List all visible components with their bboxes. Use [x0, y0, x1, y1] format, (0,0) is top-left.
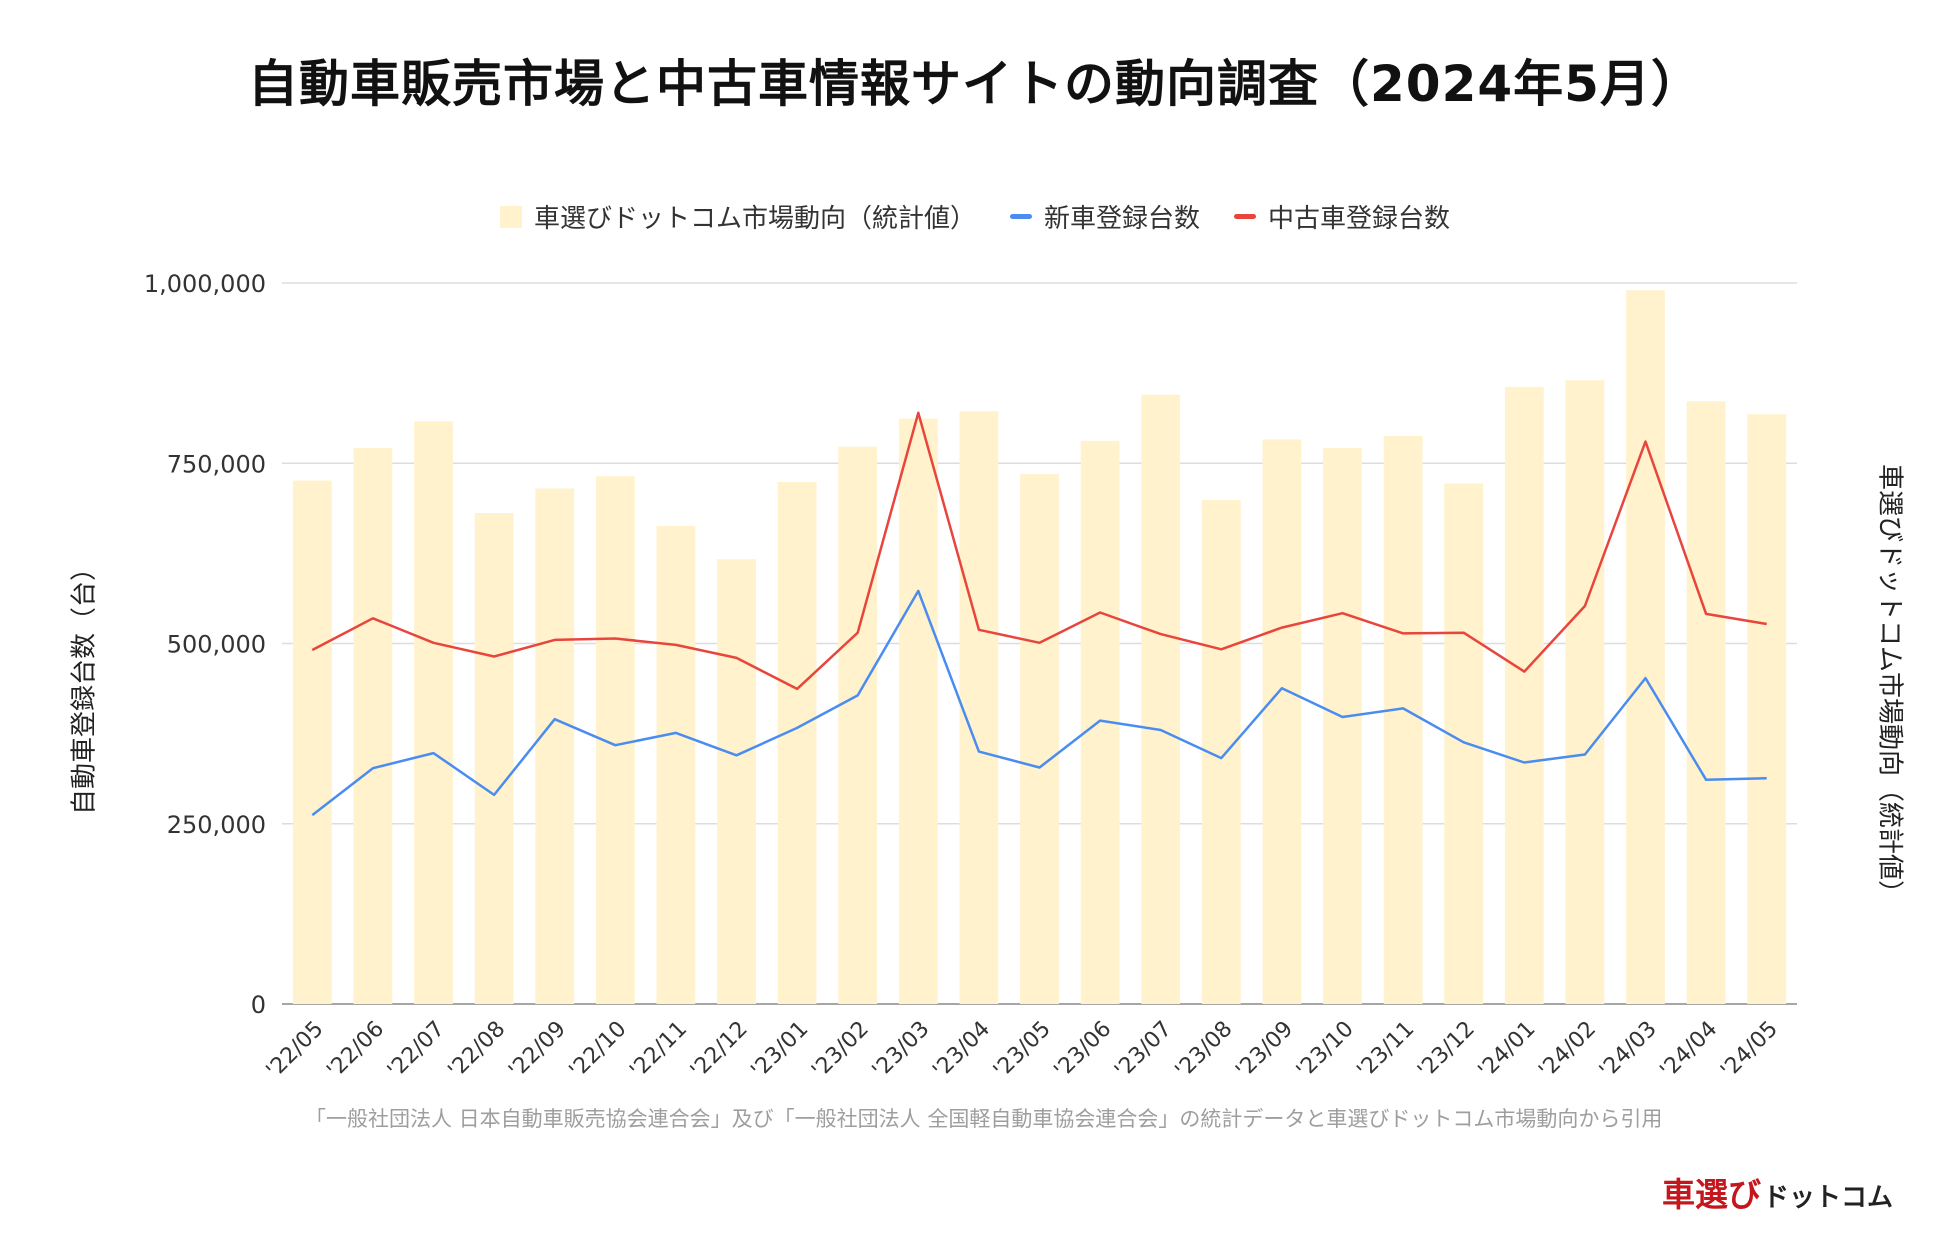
bar	[292, 480, 332, 1005]
x-tick-label: '22/07	[383, 1017, 450, 1084]
y-tick-label: 1,000,000	[144, 270, 266, 298]
x-tick-label: '23/05	[989, 1017, 1056, 1084]
brand-logo-sub: ドットコム	[1762, 1183, 1893, 1213]
brand-logo-main: 車選び	[1661, 1175, 1761, 1214]
x-tick-label: '23/09	[1231, 1017, 1298, 1084]
bar	[1444, 483, 1484, 1004]
x-tick-label: '22/08	[444, 1017, 511, 1084]
bar	[717, 559, 756, 1004]
chart-legend: 車選びドットコム市場動向（統計値） 新車登録台数 中古車登録台数	[0, 198, 1950, 235]
bar	[1626, 290, 1665, 1005]
legend-label-used: 中古車登録台数	[1268, 204, 1451, 234]
legend-label-new: 新車登録台数	[1043, 204, 1200, 234]
bar	[1504, 386, 1544, 1005]
line-new	[311, 589, 1767, 817]
legend-item-new: 新車登録台数	[1009, 198, 1200, 235]
legend-item-market: 車選びドットコム市場動向（統計値）	[499, 198, 976, 235]
legend-label-market: 車選びドットコム市場動向（統計値）	[533, 204, 976, 234]
brand-logo: 車選び ドットコム	[1662, 1168, 1893, 1216]
bar	[1262, 439, 1302, 1004]
x-tick-label: '23/04	[928, 1017, 995, 1084]
x-tick-label: '24/01	[1474, 1017, 1541, 1084]
x-tick-label: '23/07	[1110, 1017, 1177, 1084]
x-tick-label: '22/12	[686, 1017, 753, 1084]
bar	[959, 411, 999, 1004]
x-tick-label: '23/01	[747, 1017, 814, 1084]
chart-title: 自動車販売市場と中古車情報サイトの動向調査（2024年5月）	[248, 55, 1702, 113]
line-used	[311, 411, 1767, 691]
bar	[474, 512, 514, 1004]
bar	[1747, 414, 1787, 1004]
bar	[1383, 435, 1423, 1004]
y-tick-label: 0	[251, 991, 266, 1019]
x-tick-label: '23/02	[807, 1017, 874, 1084]
x-tick-label: '23/06	[1050, 1017, 1117, 1084]
x-tick-label: '23/08	[1171, 1017, 1238, 1084]
bar	[353, 448, 393, 1004]
x-tick-label: '24/03	[1595, 1017, 1662, 1084]
bar	[777, 481, 817, 1005]
x-tick-label: '22/05	[262, 1017, 329, 1084]
x-tick-label: '23/12	[1413, 1017, 1480, 1084]
y-tick-label: 500,000	[167, 631, 266, 659]
x-tick-label: '24/05	[1716, 1017, 1783, 1084]
y-tick-label: 250,000	[167, 811, 266, 839]
x-tick-label: '23/03	[868, 1017, 935, 1084]
y-axis-left-title: 自動車登録台数（台）	[69, 554, 100, 816]
legend-swatch-used	[1234, 214, 1256, 219]
bar	[1020, 474, 1059, 1004]
x-tick-label: '22/11	[625, 1017, 692, 1084]
bar	[1565, 380, 1605, 1005]
bar	[414, 421, 453, 1004]
bar	[1686, 401, 1726, 1004]
bar	[1141, 394, 1181, 1004]
y-tick-label: 750,000	[167, 450, 266, 478]
x-tick-label: '23/10	[1292, 1017, 1359, 1084]
bar	[1323, 448, 1362, 1004]
legend-swatch-bar	[499, 205, 522, 228]
bar	[535, 488, 575, 1004]
legend-swatch-new	[1009, 214, 1032, 219]
x-tick-label: '24/04	[1656, 1017, 1723, 1084]
bar	[838, 446, 878, 1004]
bar	[898, 418, 938, 1005]
y-axis-right-title: 車選びドットコム市場動向（統計値）	[1874, 463, 1905, 907]
x-tick-label: '24/02	[1534, 1017, 1601, 1084]
x-tick-label: '22/09	[504, 1017, 571, 1084]
bar	[656, 525, 696, 1004]
x-tick-label: '23/11	[1353, 1017, 1420, 1084]
x-tick-label: '22/10	[565, 1017, 632, 1084]
legend-item-used: 中古車登録台数	[1234, 198, 1450, 235]
x-tick-label: '22/06	[322, 1017, 389, 1084]
source-note: 「一般社団法人 日本自動車販売協会連合会」及び「一般社団法人 全国軽自動車協会連…	[305, 1107, 1663, 1131]
